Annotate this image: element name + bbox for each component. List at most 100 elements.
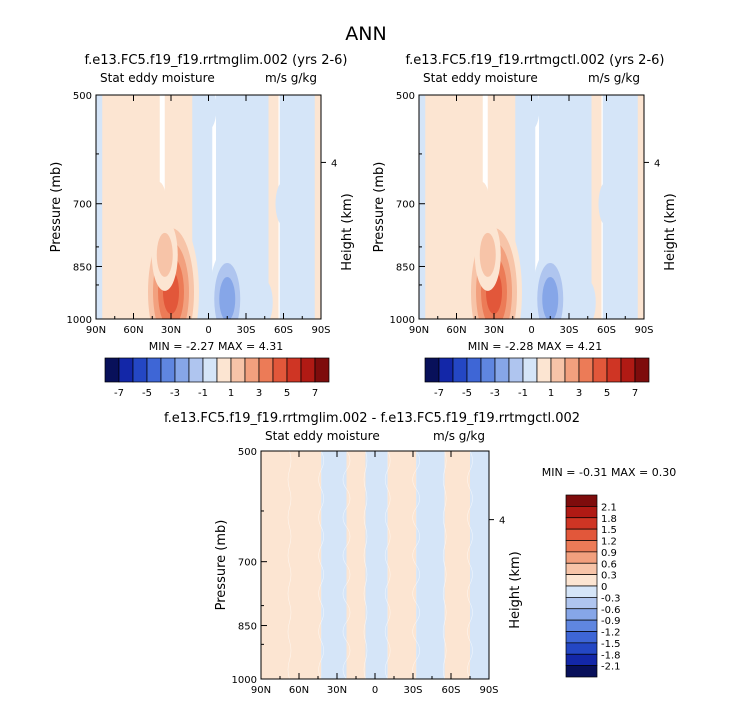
colorbar-swatch bbox=[286, 357, 302, 383]
contour-level bbox=[598, 181, 615, 226]
colorbar-swatch bbox=[634, 357, 650, 383]
y-tick-label: 700 bbox=[238, 558, 257, 569]
contour-edge bbox=[287, 451, 292, 679]
min-max-readout: MIN = -2.28 MAX = 4.21 bbox=[468, 340, 602, 353]
y2-tick-label: 4 bbox=[654, 158, 660, 169]
max-label: MAX = bbox=[537, 340, 578, 353]
contour-band bbox=[321, 451, 347, 679]
variable-label: Stat eddy moisture bbox=[265, 429, 380, 443]
contour-band bbox=[591, 95, 602, 319]
colorbar-label: 1.5 bbox=[601, 525, 617, 536]
colorbar-label: 1 bbox=[228, 388, 234, 399]
contour-band bbox=[637, 95, 644, 319]
contour-band bbox=[515, 95, 536, 319]
x-tick-label: 60S bbox=[597, 325, 616, 336]
contour-field bbox=[96, 95, 321, 319]
colorbar-label: -0.9 bbox=[601, 616, 621, 627]
colorbar-swatch bbox=[565, 642, 598, 655]
x-tick-label: 30S bbox=[236, 325, 255, 336]
y-tick-label: 500 bbox=[396, 91, 415, 102]
colorbar-label: 7 bbox=[312, 388, 318, 399]
case-title: f.e13.FC5.f19_f19.rrtmglim.002 - f.e13.F… bbox=[164, 411, 580, 426]
y2-axis-label: Height (km) bbox=[508, 551, 523, 628]
colorbar-label: 1.8 bbox=[601, 514, 617, 525]
colorbar-swatch bbox=[620, 357, 636, 383]
y-axis-label: Pressure (mb) bbox=[214, 520, 229, 611]
x-tick-label: 30N bbox=[161, 325, 181, 336]
colorbar-swatch bbox=[132, 357, 148, 383]
x-tick-label: 30S bbox=[559, 325, 578, 336]
colorbar-label: -3 bbox=[170, 388, 180, 399]
colorbar-swatch bbox=[146, 357, 162, 383]
contour-edge bbox=[363, 451, 368, 679]
colorbar-swatch bbox=[565, 619, 598, 632]
contour-level bbox=[479, 232, 496, 277]
colorbar-label: 0.6 bbox=[601, 559, 617, 570]
x-tick-label: 90S bbox=[634, 325, 653, 336]
colorbar-label: 3 bbox=[256, 388, 262, 399]
colorbar-swatch bbox=[216, 357, 232, 383]
min-max-readout: MIN = -0.31 MAX = 0.30 bbox=[542, 466, 676, 479]
y-tick-label: 500 bbox=[238, 447, 257, 458]
x-tick-label: 30S bbox=[403, 685, 422, 696]
colorbar-swatch bbox=[565, 540, 598, 553]
case-title: f.e13.FC5.f19_f19.rrtmglim.002 (yrs 2-6) bbox=[84, 53, 347, 68]
contour-band bbox=[289, 451, 322, 679]
colorbar-swatch bbox=[160, 357, 176, 383]
min-label: MIN = bbox=[149, 340, 186, 353]
colorbar-swatch bbox=[565, 574, 598, 587]
colorbar-swatch bbox=[494, 357, 510, 383]
contour-level bbox=[473, 181, 490, 226]
y-tick-label: 1000 bbox=[232, 675, 257, 686]
variable-label: Stat eddy moisture bbox=[423, 71, 538, 85]
contour-band bbox=[268, 95, 279, 319]
colorbar-swatch bbox=[230, 357, 246, 383]
colorbar-label: -2.1 bbox=[601, 662, 621, 673]
colorbar-swatch bbox=[564, 357, 580, 383]
colorbar-label: -1 bbox=[518, 388, 528, 399]
y2-axis-label: Height (km) bbox=[663, 193, 678, 270]
x-tick-label: 60S bbox=[441, 685, 460, 696]
colorbar-swatch bbox=[244, 357, 260, 383]
colorbar-label: 2.1 bbox=[601, 502, 617, 513]
colorbar-swatch bbox=[536, 357, 552, 383]
contour-band bbox=[346, 451, 366, 679]
y-axis-label: Pressure (mb) bbox=[372, 162, 387, 253]
colorbar-label: 5 bbox=[604, 388, 610, 399]
colorbar-label: 1.2 bbox=[601, 537, 617, 548]
x-tick-label: 30N bbox=[327, 685, 347, 696]
x-tick-label: 30N bbox=[484, 325, 504, 336]
contour-field bbox=[261, 451, 489, 679]
x-tick-label: 60N bbox=[446, 325, 466, 336]
colorbar-swatch bbox=[565, 551, 598, 564]
colorbar-swatch bbox=[452, 357, 468, 383]
contour-band bbox=[419, 95, 428, 319]
colorbar-label: -7 bbox=[114, 388, 124, 399]
contour-edge bbox=[384, 451, 391, 679]
colorbar-label: 5 bbox=[284, 388, 290, 399]
colorbar-label: -3 bbox=[490, 388, 500, 399]
colorbar-label: 7 bbox=[632, 388, 638, 399]
colorbar-swatch bbox=[480, 357, 496, 383]
min-value: -0.31 bbox=[579, 466, 611, 479]
contour-band bbox=[314, 95, 321, 319]
colorbar-swatch bbox=[578, 357, 594, 383]
x-tick-label: 0 bbox=[528, 325, 534, 336]
colorbar-swatch bbox=[565, 585, 598, 598]
colorbar-swatch bbox=[565, 517, 598, 530]
page-title: ANN bbox=[345, 23, 386, 45]
contour-band bbox=[192, 95, 213, 319]
contour-band bbox=[444, 451, 470, 679]
contour-band bbox=[365, 451, 388, 679]
colorbar-label: -7 bbox=[434, 388, 444, 399]
colorbar-label: 0.9 bbox=[601, 548, 617, 559]
min-value: -2.28 bbox=[505, 340, 537, 353]
colorbar-swatch bbox=[272, 357, 288, 383]
contour-level bbox=[542, 277, 559, 319]
min-label: MIN = bbox=[542, 466, 579, 479]
colorbar-swatch bbox=[606, 357, 622, 383]
colorbar-label: -1.5 bbox=[601, 639, 621, 650]
colorbar-label: -0.3 bbox=[601, 593, 621, 604]
colorbar-label: -1 bbox=[198, 388, 208, 399]
colorbar-swatch bbox=[565, 608, 598, 621]
